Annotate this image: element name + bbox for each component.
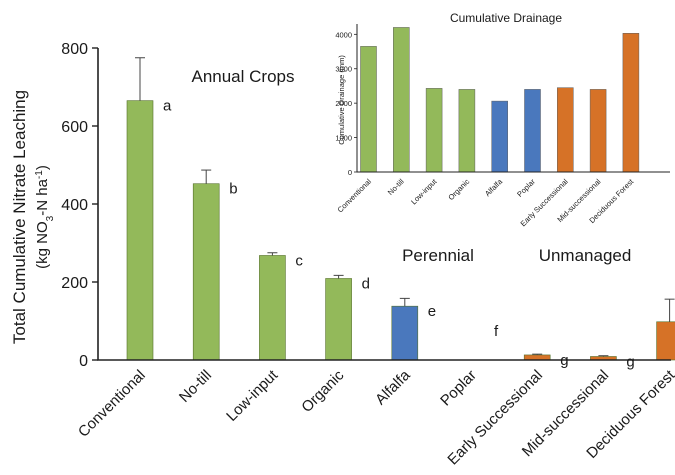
group-label-perennial: Perennial [402,246,474,265]
x-label-low-input: Low-input [223,366,282,425]
y-tick-label-200: 200 [61,275,88,292]
main-axes [97,48,671,361]
y-tick-label-0: 0 [79,353,88,370]
inset-bar-low-input [425,88,443,173]
inset-x-label-alfalfa: Alfalfa [483,176,505,198]
letter-low-input: c [295,252,303,269]
inset-bar-early-successional [557,87,574,173]
x-label-poplar: Poplar [437,367,480,410]
inset-x-label-organic: Organic [446,177,471,202]
inset-title: Cumulative Drainage [450,11,562,25]
inset-y-tick-label-2000: 2000 [335,99,352,108]
main-y-axis-label: Total Cumulative Nitrate Leaching [10,90,29,344]
inset-bar-organic [458,89,476,173]
bar-conventional [126,100,154,361]
inset-bar-alfalfa [491,100,508,173]
bar-no-till [192,183,220,361]
inset-y-tick-label-3000: 3000 [335,65,352,74]
inset-bar-deciduous-forest [622,33,640,173]
inset-chart: Cumulative Drainage 0 1000 2000 3000 4000 Co… [335,11,670,228]
x-label-conventional: Conventional [75,367,149,441]
bar-alfalfa [391,305,419,361]
letter-alfalfa: e [428,303,436,320]
main-bars [126,57,675,361]
inset-bar-no-till [393,27,410,173]
letter-no-till: b [229,181,237,198]
letter-organic: d [362,275,370,292]
letter-conventional: a [163,98,172,115]
inset-x-label-no-till: No-till [386,177,406,197]
inset-y-tick-label-1000: 1000 [335,134,352,143]
inset-bar-poplar [524,89,541,173]
inset-bars [360,27,640,173]
letter-mid-successional: g [626,353,634,370]
letter-early-successional: g [560,352,568,369]
inset-x-label-conventional: Conventional [336,177,374,215]
bar-low-input [259,255,286,361]
y-tick-label-800: 800 [61,41,88,58]
inset-bar-conventional [360,46,377,173]
bar-deciduous-forest [656,321,675,361]
x-label-no-till: No-till [176,367,215,406]
inset-bar-mid-successional [589,89,607,173]
y-tick-label-600: 600 [61,119,88,136]
significance-letters: abcdefgge [163,98,635,371]
inset-x-label-low-input: Low-input [409,176,439,206]
inset-y-tick-label-0: 0 [348,168,352,177]
inset-x-label-poplar: Poplar [515,177,537,199]
main-y-ticks: 0 200 400 600 800 [61,41,98,370]
x-label-organic: Organic [298,366,348,416]
bar-organic [325,278,352,361]
main-y-axis-unit-label: (kg NO3-N ha-1) [34,165,56,269]
x-label-alfalfa: Alfalfa [372,366,414,408]
inset-y-axis-label: Cumulative Drainage (mm) [337,55,346,145]
group-label-annual-crops: Annual Crops [191,67,294,86]
main-x-labels: Conventional No-till Low-input Organic Alfal… [75,366,675,468]
y-tick-label-400: 400 [61,197,88,214]
group-label-unmanaged: Unmanaged [539,246,632,265]
letter-poplar: f [494,323,499,340]
inset-y-ticks: 0 1000 2000 3000 4000 [335,30,357,177]
inset-y-tick-label-4000: 4000 [335,30,352,39]
inset-x-labels: Conventional No-till Low-input Organic Alfal… [336,176,636,228]
